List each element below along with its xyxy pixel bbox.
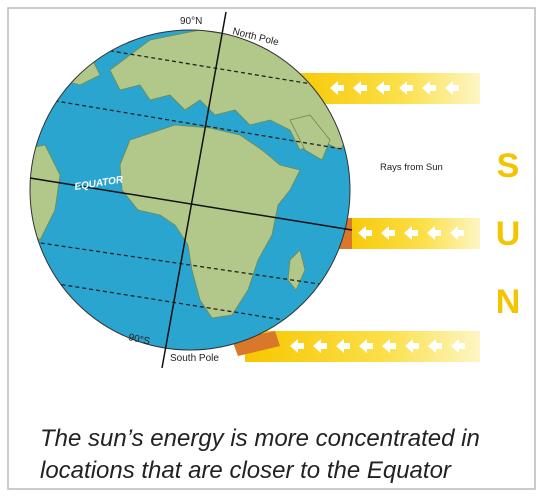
south-america [30, 144, 61, 241]
ray-arrow [359, 339, 373, 353]
caption-line: The sun’s energy is more concentrated in [40, 425, 480, 452]
ray-arrow [290, 339, 304, 353]
south-latitude-label: 90°S [127, 332, 151, 347]
arabia [289, 114, 331, 161]
ray-arrow [353, 81, 367, 95]
ray-arrow [445, 81, 459, 95]
ray-arrow [336, 339, 350, 353]
ray-arrow [451, 339, 465, 353]
ray-arrow [450, 226, 464, 240]
ray-arrow [382, 339, 396, 353]
latitude-line [30, 277, 350, 333]
ray-arrow [427, 226, 441, 240]
ray-arrow [399, 81, 413, 95]
ray-arrow [404, 226, 418, 240]
ray-arrow [405, 339, 419, 353]
ray-arrow [358, 226, 372, 240]
sun-letter: S [497, 147, 520, 185]
rays-label: Rays from Sun [380, 162, 443, 173]
ray-arrow [428, 339, 442, 353]
ray-arrow [330, 81, 344, 95]
sun-letter: N [496, 283, 521, 321]
latitude-line [30, 239, 350, 291]
axis-line [161, 11, 227, 369]
north-latitude-label: 90°N [180, 16, 202, 27]
ray-arrow [376, 81, 390, 95]
globe-outline [29, 29, 351, 351]
ray-arrow [381, 226, 395, 240]
sun-letter: U [496, 215, 521, 253]
ray-contact [232, 331, 280, 356]
africa [119, 124, 301, 319]
ray-arrow [313, 339, 327, 353]
latitude-line [30, 94, 350, 153]
south-pole-label: South Pole [170, 353, 219, 364]
caption-line: locations that are closer to the Equator [40, 457, 452, 484]
ray-arrow [422, 81, 436, 95]
